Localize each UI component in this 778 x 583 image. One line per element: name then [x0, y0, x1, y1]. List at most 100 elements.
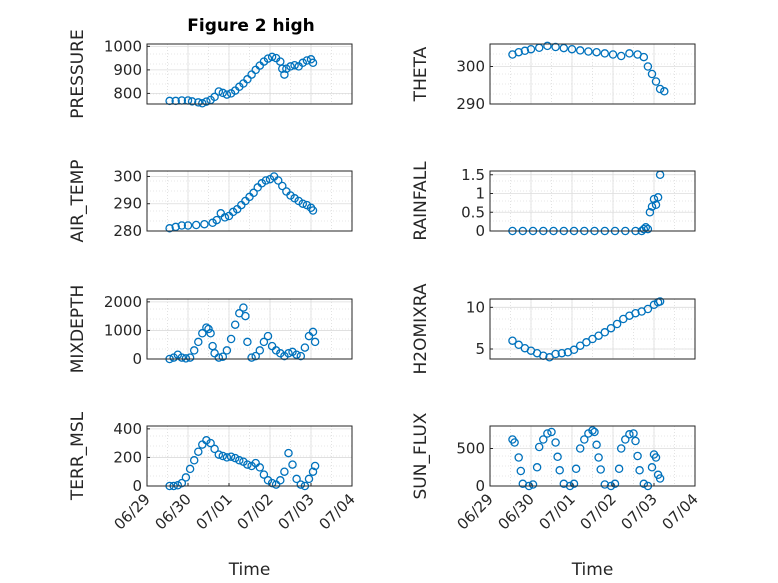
data-point: [177, 353, 187, 362]
y-tick-label: 500: [456, 440, 485, 458]
data-point: [204, 324, 213, 334]
data-point: [259, 470, 269, 479]
data-point: [310, 461, 320, 471]
data-point: [614, 464, 624, 474]
data-point: [243, 460, 252, 469]
data-point: [185, 353, 195, 362]
data-point: [647, 202, 657, 211]
y-axis-label: PRESSURE: [68, 29, 88, 118]
data-point: [557, 348, 567, 358]
y-tick-label: 300: [456, 58, 485, 76]
data-point: [198, 329, 207, 338]
data-point: [210, 444, 219, 454]
data-point: [596, 465, 605, 474]
y-tick-label: 290: [113, 195, 142, 213]
y-tick-label: 5: [475, 340, 485, 358]
panel-mixdepth: 0 1000 2000 MIXDEPTH: [68, 285, 353, 373]
panel-h2omixra: 5 10 H2OMIXRA: [411, 283, 696, 375]
data-point: [247, 353, 256, 362]
y-axis-label: THETA: [411, 46, 431, 102]
axes-frame: [489, 43, 696, 105]
data-point: [284, 349, 293, 358]
data-point: [308, 467, 318, 476]
axes-frame: [489, 170, 696, 232]
data-point: [267, 52, 277, 62]
data-point: [251, 351, 260, 361]
data-point: [278, 181, 287, 191]
data-point: [655, 297, 665, 306]
data-point: [222, 346, 232, 355]
data-point: [610, 479, 620, 489]
data-point: [553, 452, 562, 462]
data-point: [647, 463, 657, 472]
data-point: [171, 222, 180, 232]
y-axis-label: AIR_TEMP: [68, 160, 88, 243]
data-point: [551, 438, 560, 447]
data-point: [629, 429, 638, 438]
data-point: [551, 349, 560, 359]
data-point: [222, 90, 232, 99]
data-point: [600, 49, 610, 58]
data-point: [189, 456, 199, 465]
data-point: [555, 466, 564, 475]
data-point: [300, 343, 310, 352]
data-point: [575, 341, 585, 350]
x-axis-label: Time: [228, 560, 271, 580]
data-point: [210, 349, 219, 358]
data-point: [308, 206, 318, 215]
data-point: [198, 99, 207, 108]
data-point: [520, 46, 530, 56]
data-point: [594, 453, 603, 462]
data-point: [633, 451, 642, 461]
data-point: [181, 473, 191, 482]
data-point: [621, 435, 630, 444]
data-point: [575, 46, 585, 55]
data-point: [230, 453, 240, 463]
axes-frame: [489, 425, 696, 487]
data-point: [194, 447, 203, 456]
data-point: [600, 480, 610, 489]
data-point: [271, 480, 281, 489]
y-tick-label: 1000: [104, 37, 142, 55]
data-point: [631, 436, 640, 446]
data-point: [214, 353, 224, 362]
data-point: [651, 200, 661, 210]
data-point: [202, 97, 211, 106]
data-point: [588, 426, 597, 435]
axes-frame: [489, 298, 696, 360]
y-tick-label: 400: [113, 420, 142, 438]
data-point: [635, 466, 644, 475]
y-tick-label: 200: [113, 448, 142, 466]
data-point: [263, 54, 273, 63]
data-point: [639, 224, 649, 234]
data-point: [643, 62, 653, 71]
data-point: [296, 480, 306, 489]
data-point: [183, 221, 193, 230]
y-tick-label: 0: [475, 477, 485, 495]
data-point: [526, 44, 536, 54]
data-point: [189, 346, 199, 355]
panel-rainfall: 00.511.5 RAINFALL: [411, 161, 696, 241]
data-point: [177, 221, 187, 230]
data-point: [200, 219, 209, 229]
data-point: [514, 47, 523, 57]
data-point: [261, 176, 271, 185]
data-point: [655, 474, 665, 483]
x-tick-label: 07/03: [618, 490, 661, 533]
data-point: [653, 193, 663, 202]
data-point: [532, 463, 542, 472]
data-point: [584, 47, 593, 56]
data-point: [645, 208, 655, 217]
data-point: [551, 42, 560, 52]
data-point: [249, 188, 258, 198]
data-point: [206, 329, 215, 338]
y-tick-label: 0: [132, 477, 142, 495]
data-point: [534, 442, 544, 452]
axes-frame: [146, 425, 353, 487]
data-point: [298, 199, 308, 208]
data-point: [539, 435, 548, 444]
data-point: [255, 346, 265, 355]
data-point: [218, 352, 228, 361]
data-point: [612, 319, 622, 329]
data-point: [226, 334, 236, 344]
